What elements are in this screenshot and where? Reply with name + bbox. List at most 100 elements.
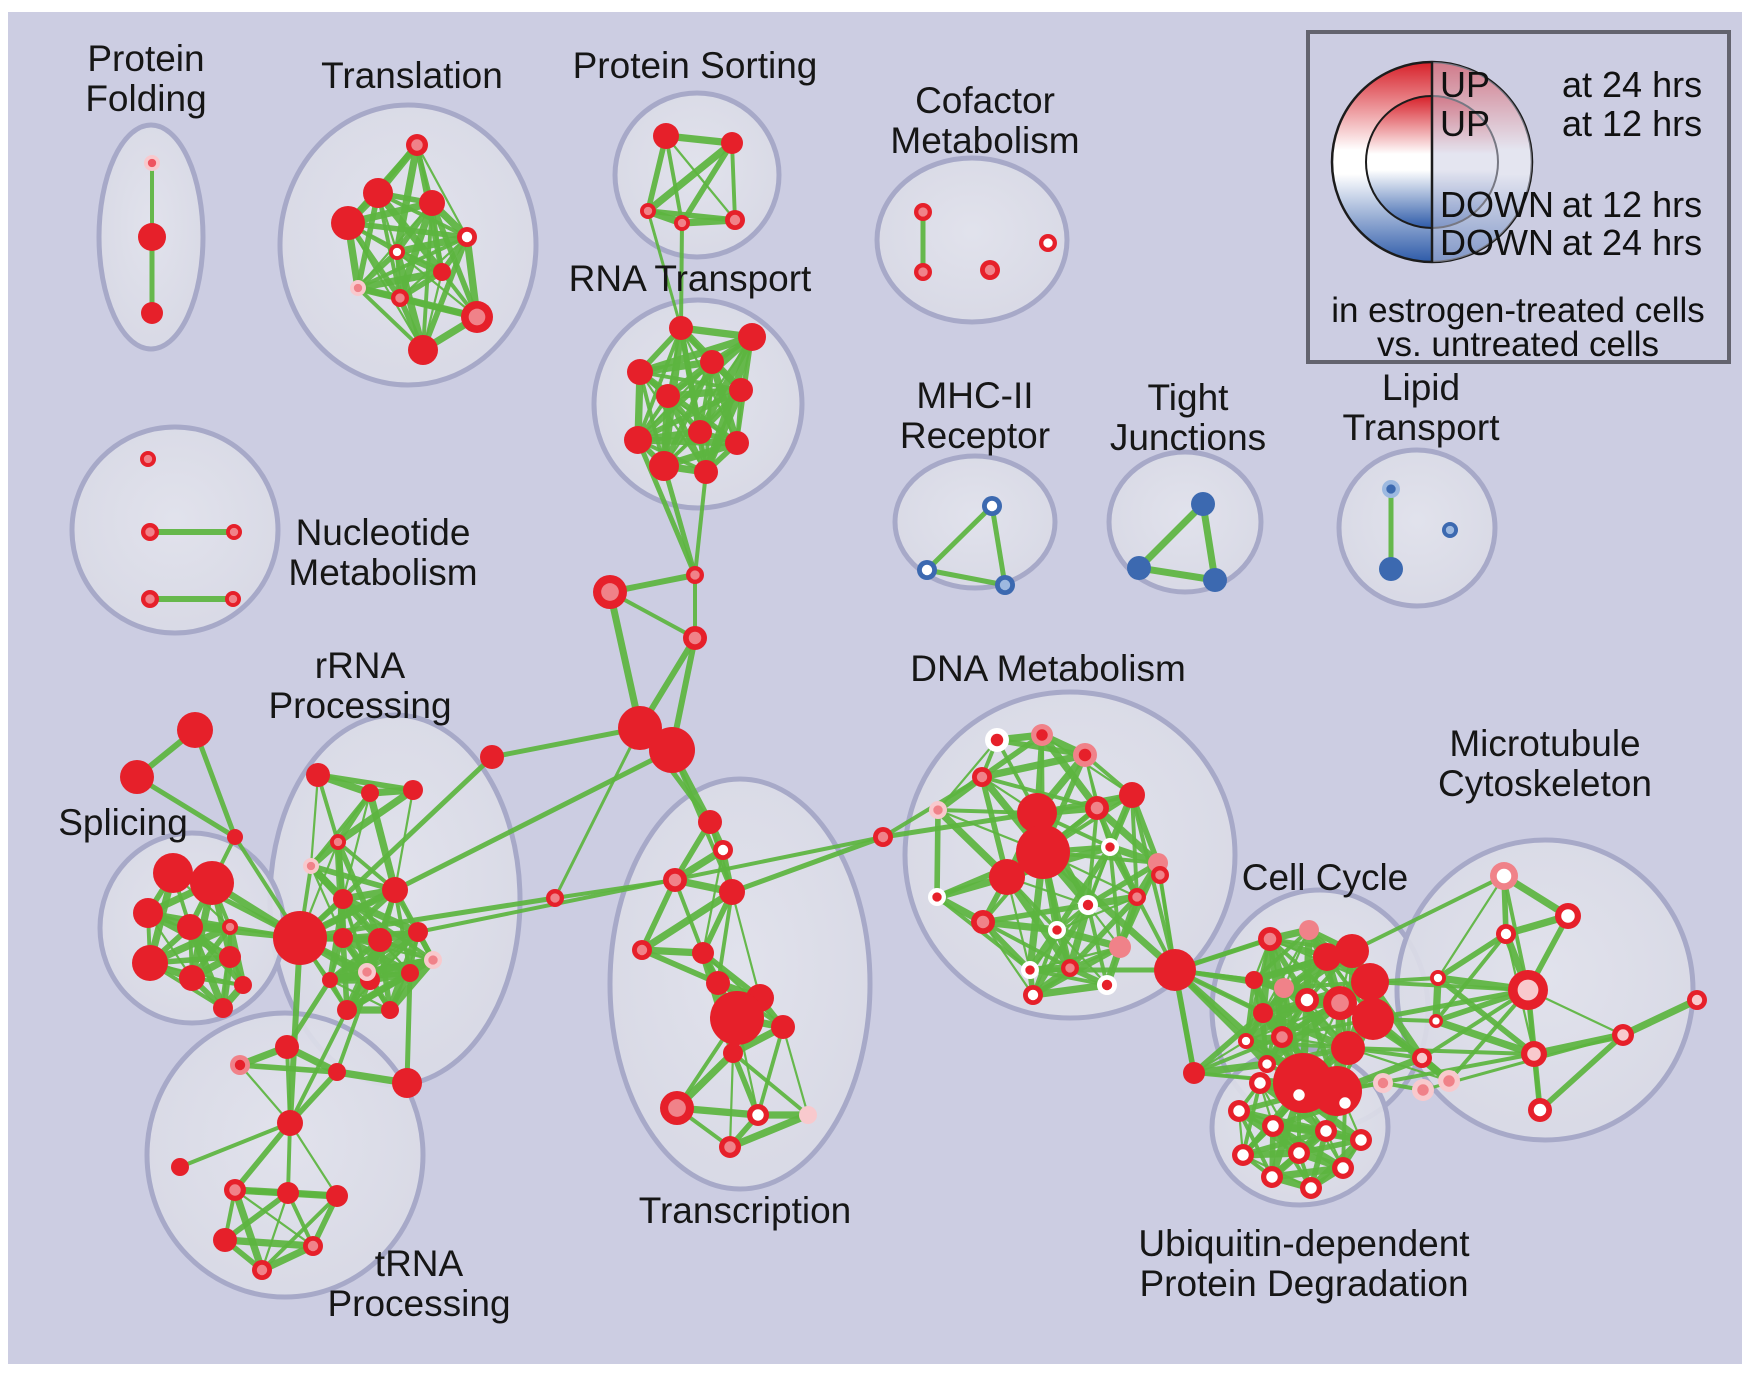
gene-node[interactable] [1382,480,1400,498]
gene-node[interactable] [133,898,163,928]
gene-node[interactable] [914,263,932,281]
gene-node[interactable] [929,801,947,819]
gene-node[interactable] [171,1158,189,1176]
gene-node[interactable] [669,316,693,340]
gene-node[interactable] [624,426,652,454]
gene-node[interactable] [138,223,166,251]
gene-node[interactable] [144,155,160,171]
gene-node[interactable] [1262,1115,1284,1137]
gene-node[interactable] [1288,1142,1310,1164]
gene-node[interactable] [368,928,392,952]
gene-node[interactable] [1271,1026,1293,1048]
gene-node[interactable] [674,215,690,231]
gene-node[interactable] [747,1104,769,1126]
gene-node[interactable] [653,123,679,149]
gene-node[interactable] [719,879,745,905]
gene-node[interactable] [225,591,241,607]
gene-node[interactable] [234,976,252,994]
gene-node[interactable] [330,834,346,850]
gene-node[interactable] [1031,724,1053,746]
gene-node[interactable] [1016,825,1070,879]
gene-node[interactable] [213,998,233,1018]
gene-node[interactable] [406,134,428,156]
gene-node[interactable] [277,1110,303,1136]
gene-node[interactable] [1097,975,1117,995]
gene-node[interactable] [1373,1073,1393,1093]
gene-node[interactable] [392,1068,422,1098]
gene-node[interactable] [660,1091,694,1125]
gene-node[interactable] [980,260,1000,280]
gene-node[interactable] [1119,782,1145,808]
gene-node[interactable] [226,524,242,540]
gene-node[interactable] [725,431,749,455]
gene-node[interactable] [120,760,154,794]
gene-node[interactable] [328,1063,346,1081]
gene-node[interactable] [331,206,365,240]
gene-node[interactable] [683,626,707,650]
gene-node[interactable] [1300,1177,1322,1199]
gene-node[interactable] [1085,796,1109,820]
gene-node[interactable] [1021,961,1039,979]
gene-node[interactable] [985,728,1009,752]
gene-node[interactable] [1258,1055,1276,1073]
gene-node[interactable] [1109,936,1131,958]
gene-node[interactable] [928,888,946,906]
gene-node[interactable] [424,951,442,969]
gene-node[interactable] [1295,988,1319,1012]
gene-node[interactable] [1203,568,1227,592]
gene-node[interactable] [649,727,695,773]
gene-node[interactable] [363,178,393,208]
gene-node[interactable] [1023,985,1043,1005]
gene-node[interactable] [132,945,168,981]
gene-node[interactable] [350,280,366,296]
gene-node[interactable] [1313,943,1341,971]
gene-node[interactable] [190,861,234,905]
gene-node[interactable] [1017,793,1057,833]
gene-node[interactable] [725,210,745,230]
gene-node[interactable] [361,784,379,802]
gene-node[interactable] [401,964,419,982]
gene-node[interactable] [141,302,163,324]
gene-node[interactable] [306,763,330,787]
gene-node[interactable] [389,244,405,260]
gene-node[interactable] [771,1015,795,1039]
gene-node[interactable] [1508,970,1548,1010]
gene-node[interactable] [1261,1166,1283,1188]
gene-node[interactable] [1335,934,1369,968]
gene-node[interactable] [1151,866,1169,884]
gene-node[interactable] [141,590,159,608]
gene-node[interactable] [1430,970,1446,986]
gene-node[interactable] [632,940,652,960]
gene-node[interactable] [1331,1031,1365,1065]
gene-node[interactable] [333,889,353,909]
gene-node[interactable] [461,301,493,333]
gene-node[interactable] [1101,838,1119,856]
gene-node[interactable] [1154,949,1196,991]
gene-node[interactable] [303,858,319,874]
gene-node[interactable] [593,575,627,609]
gene-node[interactable] [227,829,243,845]
gene-node[interactable] [1039,234,1057,252]
gene-node[interactable] [141,523,159,541]
gene-node[interactable] [738,323,766,351]
gene-node[interactable] [1061,959,1079,977]
gene-node[interactable] [179,965,205,991]
gene-node[interactable] [1191,492,1215,516]
gene-node[interactable] [177,712,213,748]
gene-node[interactable] [433,263,451,281]
gene-node[interactable] [1315,1120,1337,1142]
gene-node[interactable] [1128,888,1146,906]
gene-node[interactable] [140,451,156,467]
gene-node[interactable] [706,971,730,995]
gene-node[interactable] [723,1043,743,1063]
gene-node[interactable] [322,972,338,988]
gene-node[interactable] [686,566,704,584]
gene-node[interactable] [1412,1079,1434,1101]
gene-node[interactable] [275,1035,299,1059]
gene-node[interactable] [1228,1100,1250,1122]
gene-node[interactable] [692,942,714,964]
gene-node[interactable] [995,575,1015,595]
gene-node[interactable] [663,868,687,892]
gene-node[interactable] [1687,990,1707,1010]
gene-node[interactable] [627,359,653,385]
